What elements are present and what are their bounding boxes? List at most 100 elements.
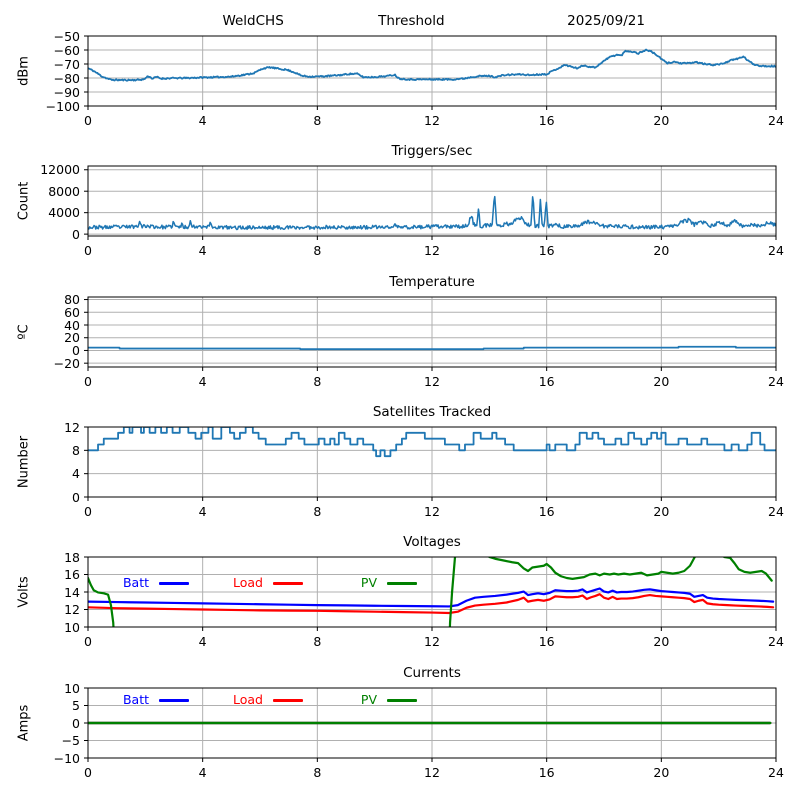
- y-tick-label: 5: [72, 698, 80, 713]
- x-tick-label: 0: [84, 374, 92, 389]
- x-tick-label: 16: [538, 374, 555, 389]
- y-tick-label: −60: [53, 42, 80, 58]
- y-tick-label: 18: [64, 549, 80, 565]
- satellites-line: [88, 427, 776, 458]
- y-tick-label: −80: [53, 70, 80, 86]
- legend-label: Batt: [122, 692, 149, 707]
- plot-area: [84, 687, 777, 762]
- x-tick-label: 16: [538, 504, 555, 519]
- signal-strength-chart: WeldCHS Threshold 2025/09/21 dBm 0 4 8 12 16 20 24…: [0, 3, 800, 133]
- x-tick-label: 24: [768, 504, 784, 519]
- load-voltage-line: [88, 593, 775, 615]
- chart-title: Triggers/sec: [391, 143, 473, 159]
- x-tick-label: 20: [653, 243, 670, 258]
- y-tick-label: 0: [72, 342, 80, 358]
- legend-label: Batt: [122, 575, 149, 590]
- x-tick-label: 4: [198, 113, 207, 128]
- x-tick-label: 8: [313, 765, 322, 780]
- legend-label: PV: [360, 575, 377, 590]
- x-tick-label: 20: [653, 113, 670, 128]
- x-tick-label: 20: [653, 374, 670, 389]
- plot-area: [84, 556, 777, 631]
- y-tick-label: 16: [64, 567, 80, 582]
- legend-line-sample: [273, 582, 303, 585]
- x-tick-label: 4: [198, 374, 207, 389]
- legend-line-sample: [273, 699, 303, 702]
- y-tick-label: 10: [64, 619, 80, 635]
- y-tick-label: 80: [64, 292, 80, 308]
- x-tick-label: 16: [538, 765, 555, 780]
- plot-area: [84, 35, 777, 110]
- y-tick-label: 8000: [48, 183, 80, 199]
- y-tick-label: −10: [53, 750, 80, 766]
- pv-voltage-line: [88, 557, 773, 627]
- x-tick-label: 24: [768, 243, 784, 258]
- x-tick-label: 20: [653, 634, 670, 649]
- plot-area: [84, 426, 777, 501]
- chart-title: Currents: [403, 665, 461, 681]
- x-tick-label: 8: [313, 113, 322, 128]
- x-tick-label: 20: [653, 504, 670, 519]
- y-tick-label: 8: [72, 442, 80, 458]
- x-tick-label: 8: [313, 504, 322, 519]
- x-tick-label: 12: [424, 113, 440, 128]
- x-tick-label: 0: [84, 113, 92, 128]
- x-tick-label: 24: [768, 634, 784, 649]
- x-tick-label: 12: [424, 765, 440, 780]
- x-tick-label: 24: [768, 765, 784, 780]
- legend-line-sample: [159, 582, 189, 585]
- x-tick-label: 8: [313, 634, 322, 649]
- y-tick-label: 12: [64, 602, 80, 617]
- x-tick-label: 0: [84, 504, 92, 519]
- y-tick-label: 4: [72, 466, 80, 482]
- legend-label: Load: [233, 575, 263, 590]
- y-tick-label: 4000: [48, 205, 80, 221]
- y-tick-label: 40: [64, 317, 80, 333]
- x-tick-label: 20: [653, 765, 670, 780]
- legend-label: Load: [233, 692, 263, 707]
- y-tick-label: −70: [53, 56, 80, 72]
- chart-title-part: 2025/09/21: [567, 13, 645, 29]
- trigger-rate-line: [88, 195, 776, 231]
- y-tick-label: −5: [61, 733, 80, 748]
- x-tick-label: 4: [198, 765, 207, 780]
- y-tick-label: −50: [53, 28, 80, 44]
- temperature-chart: Temperature ºC 0 4 8 12 16 20 24 −20 0 20 40 60 80: [0, 264, 800, 394]
- x-tick-label: 4: [198, 243, 207, 258]
- signal-strength-line: [88, 48, 776, 82]
- y-tick-label: 12000: [40, 162, 80, 178]
- legend-label: PV: [360, 692, 377, 707]
- voltages-chart: Voltages Volts 0 4 8 12 16 20 24 10 12 14 16 18 Batt Lo…: [0, 524, 800, 654]
- y-tick-label: 12: [64, 419, 80, 435]
- x-tick-label: 8: [313, 243, 322, 258]
- y-tick-label: 20: [64, 330, 80, 346]
- plot-area: [84, 165, 777, 240]
- legend-line-sample: [387, 582, 417, 585]
- y-tick-label: 60: [64, 304, 80, 320]
- y-tick-label: −100: [45, 98, 80, 114]
- x-tick-label: 8: [313, 374, 322, 389]
- chart-title: Satellites Tracked: [372, 404, 492, 420]
- x-tick-label: 16: [538, 634, 555, 649]
- chart-title-part: WeldCHS: [222, 13, 284, 29]
- x-tick-label: 24: [768, 113, 784, 128]
- x-tick-label: 4: [198, 504, 207, 519]
- y-tick-label: 0: [72, 489, 80, 505]
- y-tick-label: 10: [64, 680, 80, 696]
- y-tick-label: 0: [72, 715, 80, 731]
- chart-title-part: Threshold: [378, 13, 445, 29]
- x-tick-label: 12: [424, 243, 440, 258]
- satellites-chart: Satellites Tracked Number 0 4 8 12 16 20 24 0 4 8 12: [0, 394, 800, 524]
- x-tick-label: 12: [424, 374, 440, 389]
- x-tick-label: 0: [84, 634, 92, 649]
- x-tick-label: 16: [538, 243, 555, 258]
- legend-line-sample: [159, 699, 189, 702]
- temperature-line: [88, 345, 776, 351]
- x-tick-label: 0: [84, 243, 92, 258]
- x-tick-label: 16: [538, 113, 555, 128]
- y-tick-label: 0: [72, 226, 80, 242]
- chart-title: Temperature: [389, 274, 475, 290]
- batt-voltage-line: [88, 587, 775, 608]
- currents-chart: Currents Amps 0 4 8 12 16 20 24 −10 −5 0 5 10 Batt Load…: [0, 655, 800, 785]
